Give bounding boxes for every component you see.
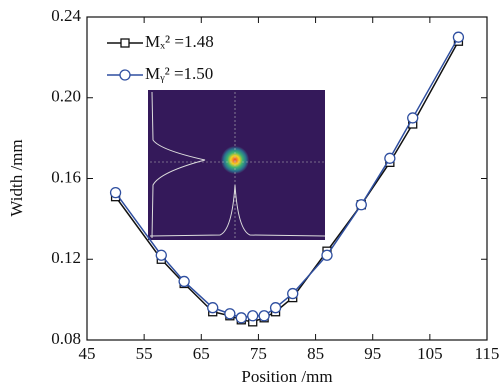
circle-marker	[356, 200, 366, 210]
y-axis-label: Width /mm	[7, 139, 26, 216]
circle-marker	[111, 188, 121, 198]
y-tick-label: 0.24	[51, 6, 81, 25]
circle-marker	[208, 303, 218, 313]
circle-marker	[322, 250, 332, 260]
x-tick-label: 115	[475, 344, 500, 363]
circle-marker	[408, 113, 418, 123]
circle-marker	[156, 250, 166, 260]
x-tick-label: 55	[136, 344, 153, 363]
x-tick-label: 65	[193, 344, 210, 363]
circle-marker	[385, 153, 395, 163]
y-tick-label: 0.12	[51, 248, 81, 267]
circle-marker	[453, 32, 463, 42]
x-tick-label: 75	[250, 344, 267, 363]
circle-marker	[259, 311, 269, 321]
circle-marker	[225, 309, 235, 319]
x-tick-label: 85	[307, 344, 324, 363]
inset-image	[148, 90, 325, 240]
x-tick-label: 105	[417, 344, 443, 363]
circle-marker	[288, 289, 298, 299]
legend-label: Mₓ² =1.48	[145, 32, 214, 51]
y-tick-label: 0.08	[51, 329, 81, 348]
x-axis-label: Position /mm	[241, 367, 332, 386]
circle-marker	[179, 276, 189, 286]
chart: Position /mm Width /mm 45 55 65 75 85 95 105 11…	[0, 0, 501, 387]
y-tick-label: 0.20	[51, 87, 81, 106]
circle-marker	[236, 313, 246, 323]
legend-label: Mᵧ² =1.50	[145, 64, 213, 83]
legend-marker	[121, 39, 129, 47]
legend-marker	[120, 70, 130, 80]
y-tick-label: 0.16	[51, 167, 81, 186]
circle-marker	[248, 311, 258, 321]
circle-marker	[271, 303, 281, 313]
x-tick-label: 45	[79, 344, 96, 363]
x-tick-label: 95	[364, 344, 381, 363]
